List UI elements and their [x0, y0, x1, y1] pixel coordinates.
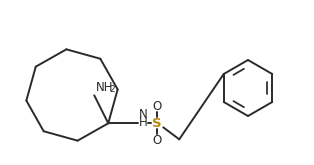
Text: N: N [139, 108, 148, 121]
Text: NH: NH [96, 81, 114, 94]
Text: O: O [153, 100, 162, 113]
Text: O: O [153, 134, 162, 147]
Text: 2: 2 [109, 85, 115, 94]
Text: S: S [152, 117, 162, 130]
Text: H: H [139, 116, 148, 129]
